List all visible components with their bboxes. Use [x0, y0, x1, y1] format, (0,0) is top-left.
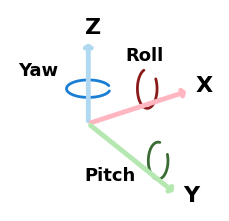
Text: Pitch: Pitch	[84, 167, 135, 185]
Text: Yaw: Yaw	[19, 62, 59, 80]
Text: Y: Y	[183, 186, 199, 206]
Text: Roll: Roll	[125, 47, 164, 65]
Text: Z: Z	[85, 18, 101, 38]
Text: X: X	[195, 76, 213, 97]
